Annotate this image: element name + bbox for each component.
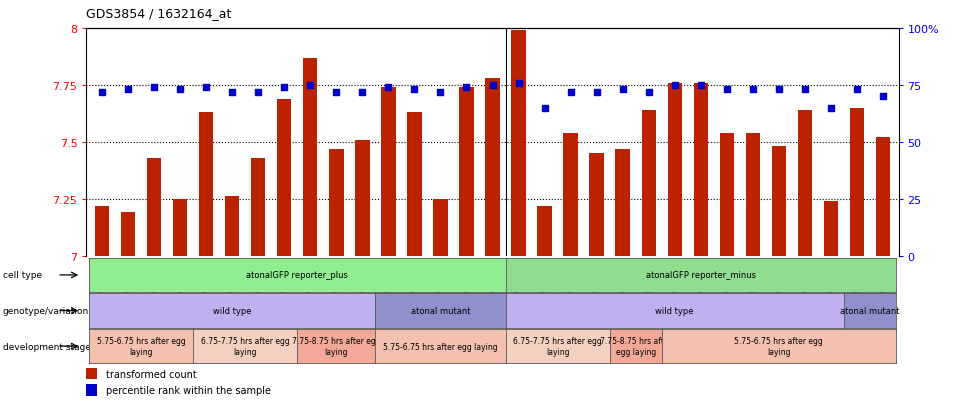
Bar [121, 213, 136, 256]
Bar [433, 199, 448, 256]
Bar [850, 108, 864, 256]
Bar [798, 111, 812, 256]
Bar [86, 385, 97, 396]
Bar [225, 197, 239, 256]
Text: transformed count: transformed count [106, 369, 196, 379]
Text: 7.75-8.75 hrs after egg
laying: 7.75-8.75 hrs after egg laying [292, 336, 381, 356]
Bar [330, 150, 343, 256]
Bar [459, 88, 474, 256]
Bar [173, 199, 187, 256]
Bar [485, 79, 500, 256]
Point [589, 89, 604, 96]
Bar [875, 138, 890, 256]
Point [667, 82, 682, 89]
Bar [303, 58, 317, 256]
Point [798, 87, 813, 93]
Point [875, 94, 891, 100]
Point [850, 87, 865, 93]
Bar [95, 206, 110, 256]
Bar [563, 133, 578, 256]
Bar [511, 31, 526, 256]
Bar [824, 202, 838, 256]
Point [303, 82, 318, 89]
Bar [615, 150, 629, 256]
Text: wild type: wild type [655, 306, 694, 315]
Bar [356, 140, 370, 256]
Point [432, 89, 448, 96]
Bar [277, 99, 291, 256]
Point [537, 105, 553, 112]
Bar [772, 147, 786, 256]
Bar [720, 133, 734, 256]
Point [120, 87, 136, 93]
Text: atonalGFP reporter_plus: atonalGFP reporter_plus [246, 271, 348, 280]
Bar [199, 113, 213, 256]
Text: 5.75-6.75 hrs after egg laying: 5.75-6.75 hrs after egg laying [383, 342, 498, 351]
Bar [694, 83, 708, 256]
Point [485, 82, 501, 89]
Point [329, 89, 344, 96]
Text: cell type: cell type [3, 271, 41, 280]
Text: 5.75-6.75 hrs after egg
laying: 5.75-6.75 hrs after egg laying [97, 336, 185, 356]
Point [381, 85, 396, 91]
Bar [407, 113, 422, 256]
Point [94, 89, 110, 96]
Point [719, 87, 734, 93]
Bar [668, 83, 682, 256]
Point [563, 89, 579, 96]
Text: genotype/variation: genotype/variation [3, 306, 88, 315]
Bar [382, 88, 396, 256]
Point [641, 89, 656, 96]
Point [511, 80, 527, 87]
Point [745, 87, 760, 93]
Point [225, 89, 240, 96]
Point [771, 87, 786, 93]
Bar [746, 133, 760, 256]
Text: 5.75-6.75 hrs after egg
laying: 5.75-6.75 hrs after egg laying [734, 336, 824, 356]
Text: 6.75-7.75 hrs after egg
laying: 6.75-7.75 hrs after egg laying [513, 336, 602, 356]
Point [146, 85, 161, 91]
Point [173, 87, 188, 93]
Text: atonalGFP reporter_minus: atonalGFP reporter_minus [646, 271, 755, 280]
Text: 6.75-7.75 hrs after egg
laying: 6.75-7.75 hrs after egg laying [201, 336, 289, 356]
Point [615, 87, 630, 93]
Text: wild type: wild type [213, 306, 252, 315]
Bar [537, 206, 552, 256]
Point [355, 89, 370, 96]
Text: atonal mutant: atonal mutant [840, 306, 899, 315]
Text: GDS3854 / 1632164_at: GDS3854 / 1632164_at [86, 7, 232, 20]
Bar [642, 111, 655, 256]
Bar [589, 154, 604, 256]
Point [277, 85, 292, 91]
Point [407, 87, 422, 93]
Text: development stage: development stage [3, 342, 90, 351]
Point [199, 85, 214, 91]
Point [251, 89, 266, 96]
Text: percentile rank within the sample: percentile rank within the sample [106, 385, 270, 395]
Bar [251, 159, 265, 256]
Point [824, 105, 839, 112]
Text: 7.75-8.75 hrs after
egg laying: 7.75-8.75 hrs after egg laying [600, 336, 672, 356]
Bar [86, 368, 97, 380]
Point [693, 82, 708, 89]
Text: atonal mutant: atonal mutant [410, 306, 470, 315]
Point [458, 85, 474, 91]
Bar [147, 159, 161, 256]
